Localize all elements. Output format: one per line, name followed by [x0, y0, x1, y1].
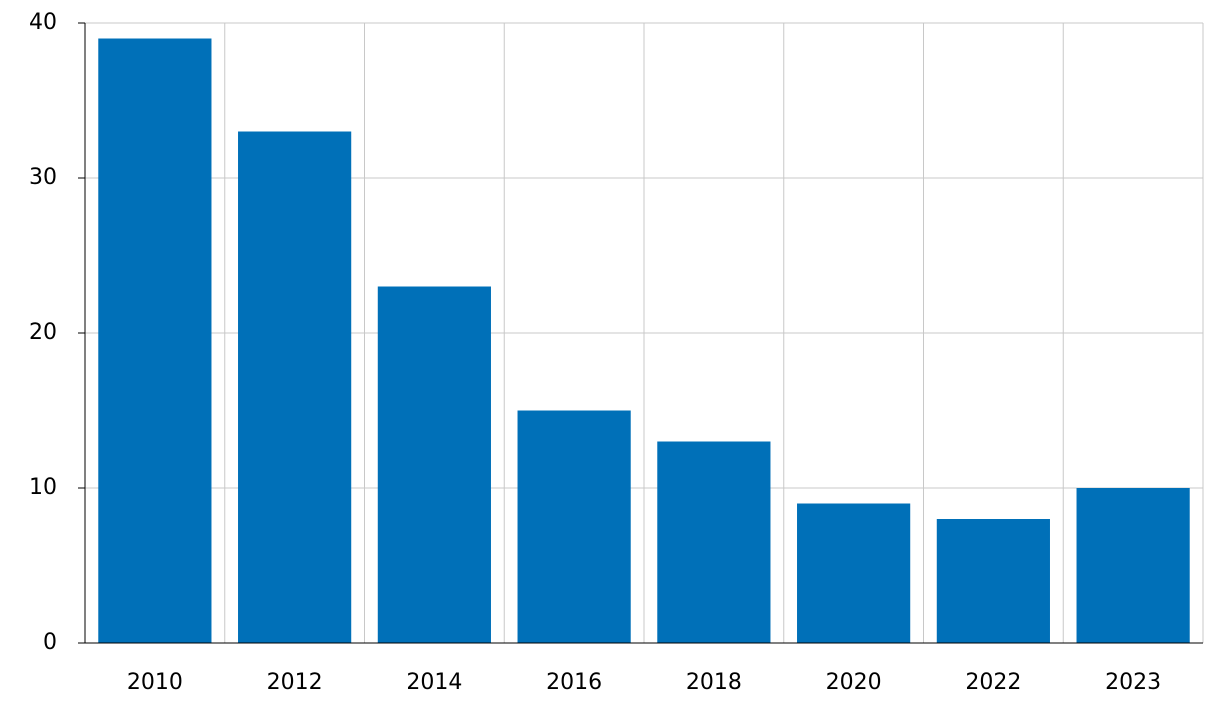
- x-tick-label: 2020: [826, 670, 882, 695]
- bar: [98, 38, 212, 643]
- bar: [238, 131, 352, 643]
- bar: [797, 503, 911, 643]
- bar: [1076, 488, 1190, 643]
- x-tick-label: 2014: [406, 670, 462, 695]
- x-tick-label: 2016: [546, 670, 602, 695]
- x-tick-label: 2012: [267, 670, 323, 695]
- y-tick-label: 20: [29, 320, 57, 345]
- x-tick-label: 2022: [965, 670, 1021, 695]
- x-tick-label: 2018: [686, 670, 742, 695]
- bar: [657, 441, 771, 643]
- x-tick-label: 2023: [1105, 670, 1161, 695]
- y-tick-label: 30: [29, 165, 57, 190]
- y-tick-label: 40: [29, 10, 57, 35]
- bar: [517, 410, 631, 643]
- y-tick-label: 10: [29, 475, 57, 500]
- y-tick-label: 0: [43, 630, 57, 655]
- bar: [377, 286, 491, 643]
- x-tick-label: 2010: [127, 670, 183, 695]
- bar: [936, 519, 1050, 643]
